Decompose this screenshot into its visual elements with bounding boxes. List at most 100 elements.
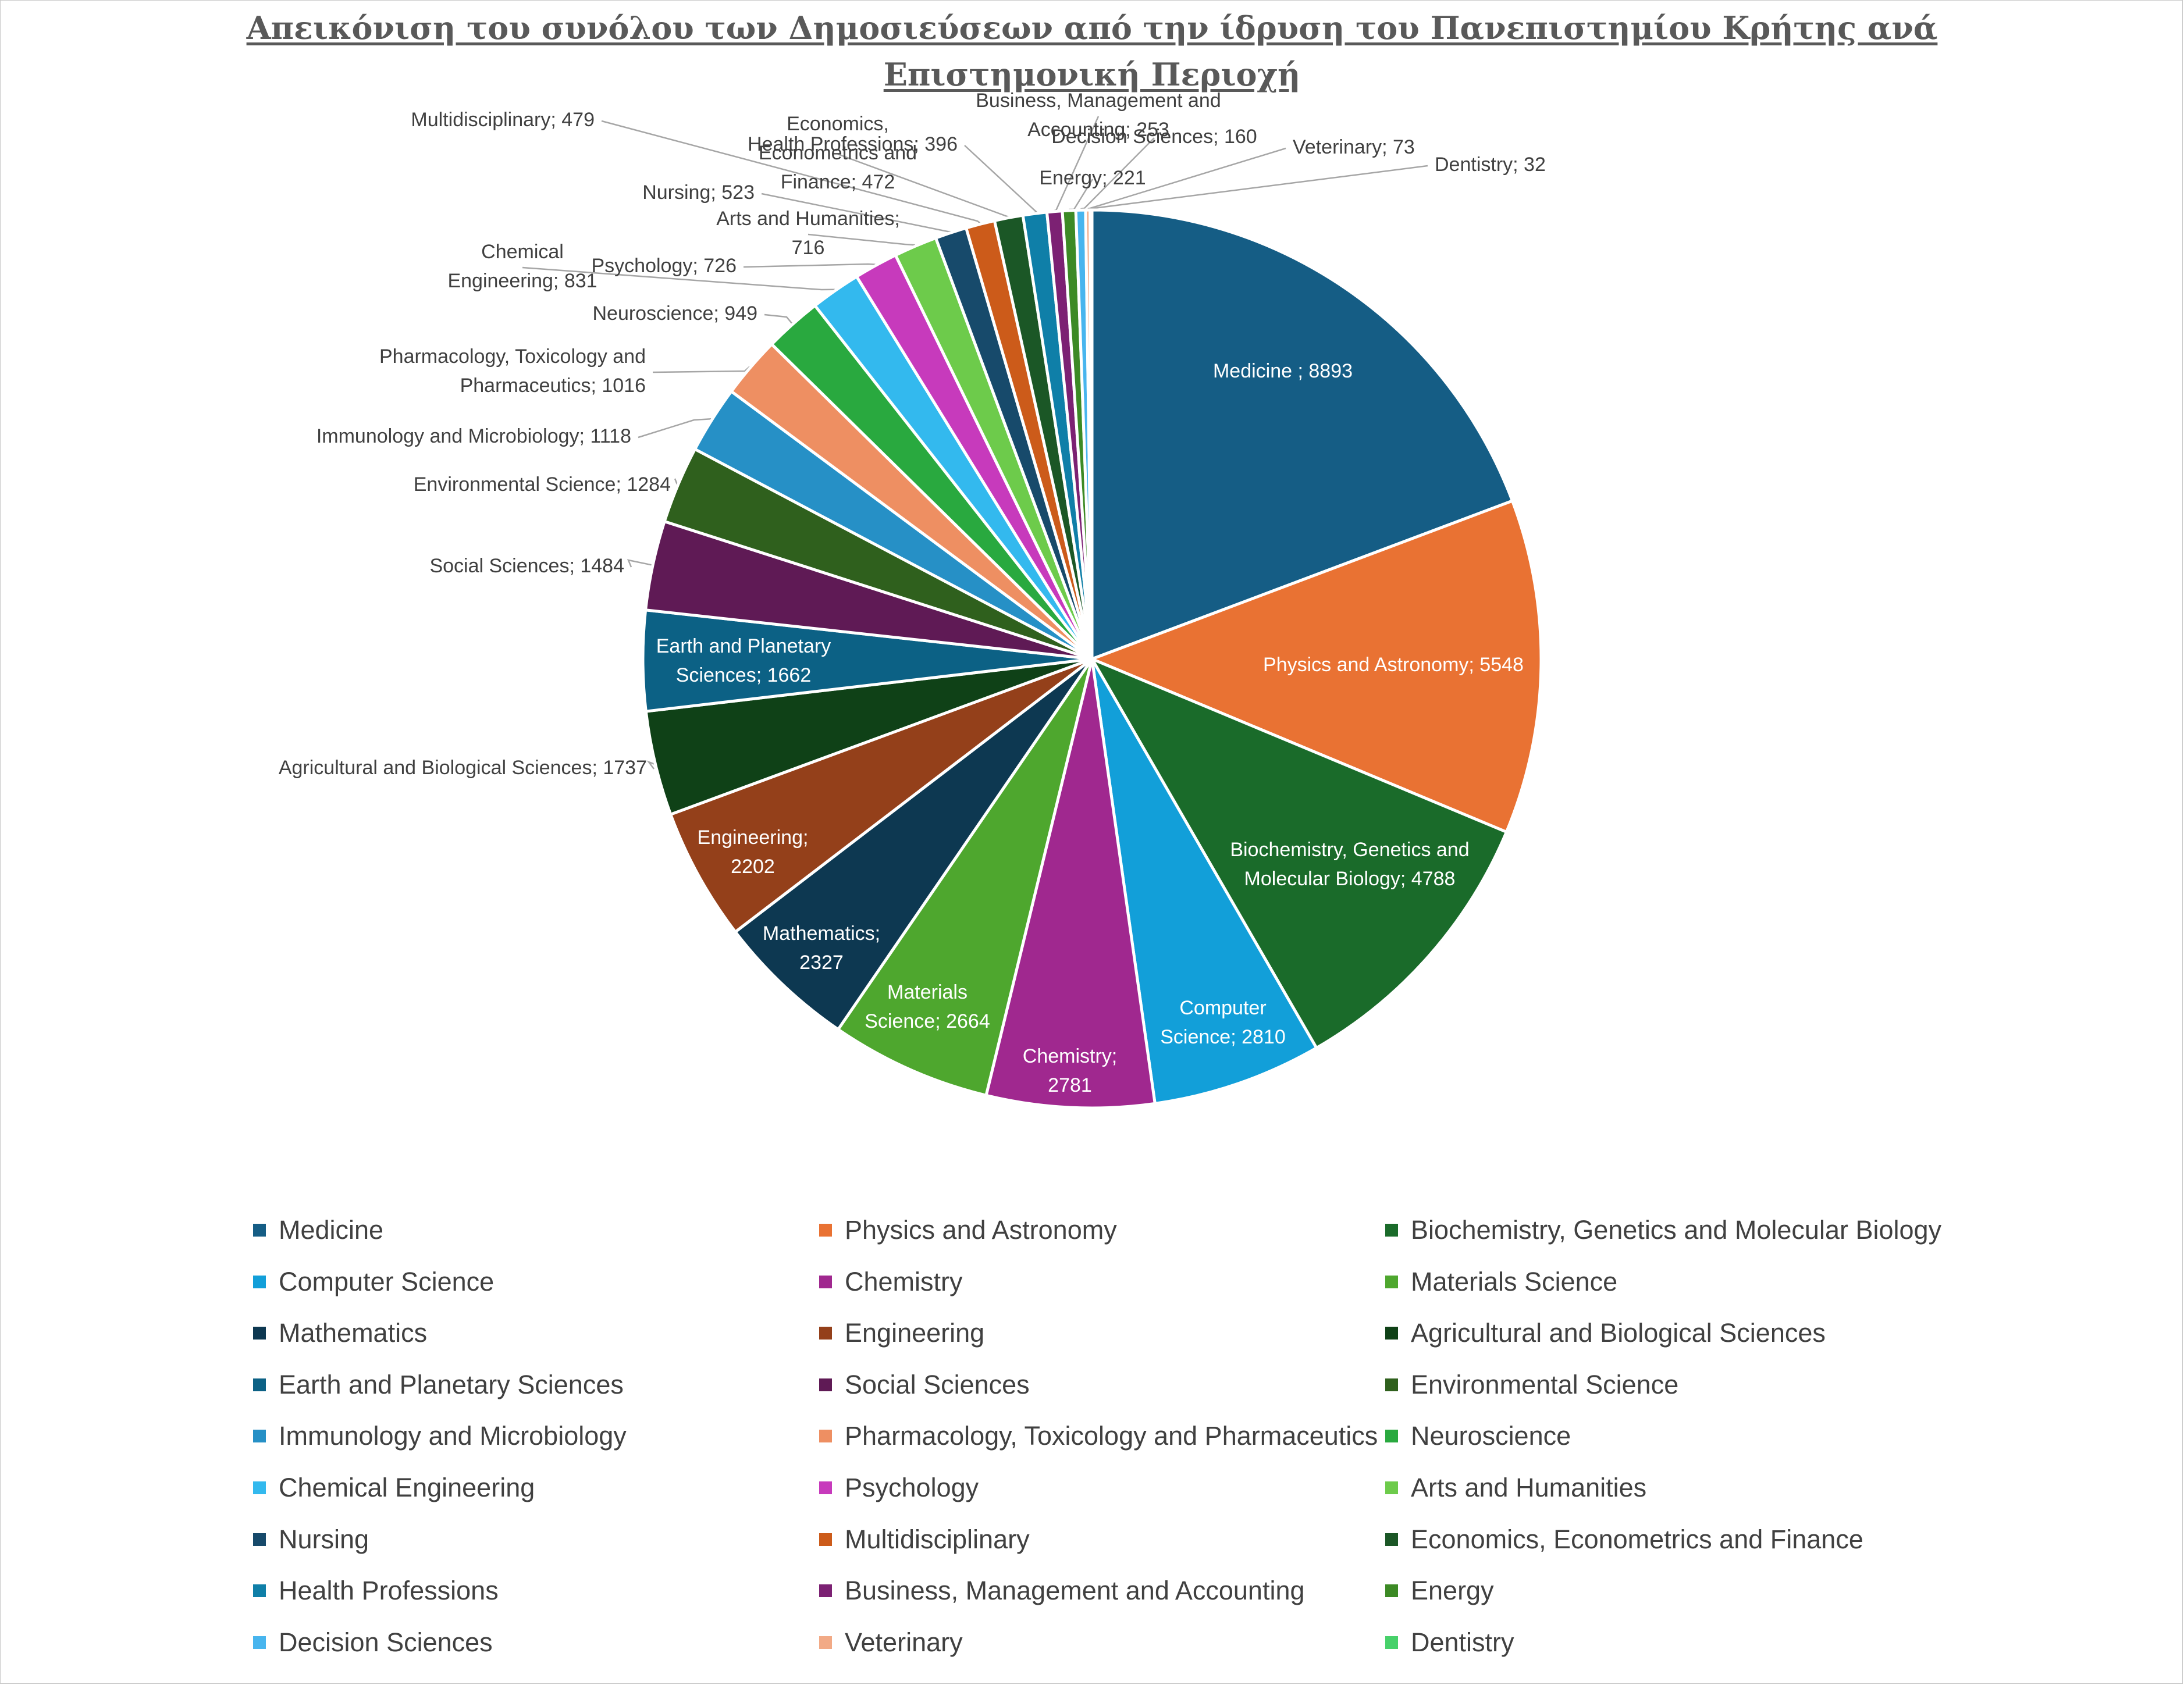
legend-label: Earth and Planetary Sciences xyxy=(279,1369,624,1399)
legend-swatch xyxy=(253,1275,266,1288)
legend-item-neuroscience[interactable]: Neuroscience xyxy=(1385,1419,1571,1454)
legend-swatch xyxy=(253,1430,266,1443)
legend-label: Mathematics xyxy=(279,1318,428,1348)
data-label-medicine: Medicine ; 8893 xyxy=(1213,360,1353,382)
legend-label: Decision Sciences xyxy=(279,1627,493,1657)
legend-swatch xyxy=(819,1533,832,1546)
legend-swatch xyxy=(1385,1533,1398,1546)
legend-label: Energy xyxy=(1411,1576,1494,1606)
legend-label: Chemical Engineering xyxy=(279,1473,535,1502)
data-label-pharmacology-toxicology-and-pharmaceutics: Pharmacology, Toxicology and Pharmaceutic… xyxy=(379,345,646,397)
legend-item-energy[interactable]: Energy xyxy=(1385,1573,1494,1608)
legend-item-medicine[interactable]: Medicine xyxy=(253,1213,383,1248)
legend-item-arts-and-humanities[interactable]: Arts and Humanities xyxy=(1385,1470,1646,1505)
legend-label: Social Sciences xyxy=(845,1369,1030,1399)
data-label-psychology: Psychology; 726 xyxy=(592,255,737,277)
legend-swatch xyxy=(819,1275,832,1288)
legend-item-biochemistry-genetics-and-molecular-biology[interactable]: Biochemistry, Genetics and Molecular Bio… xyxy=(1385,1213,1941,1248)
data-label-materials-science: Materials Science; 2664 xyxy=(865,981,990,1032)
leader-line-psychology xyxy=(743,263,876,268)
pie-chart: Medicine ; 8893 Physics and Astronomy; 55… xyxy=(278,89,1546,1110)
leader-line-multidisciplinary xyxy=(601,120,981,224)
legend-label: Health Professions xyxy=(279,1576,499,1606)
legend-item-decision-sciences[interactable]: Decision Sciences xyxy=(253,1625,493,1660)
data-label-mathematics: Mathematics; 2327 xyxy=(763,922,880,974)
legend-label: Agricultural and Biological Sciences xyxy=(1411,1318,1826,1348)
data-label-engineering: Engineering; 2202 xyxy=(698,827,809,878)
legend-label: Engineering xyxy=(845,1318,985,1348)
legend-label: Chemistry xyxy=(845,1266,963,1296)
legend-swatch xyxy=(819,1584,832,1598)
legend-item-earth-and-planetary-sciences[interactable]: Earth and Planetary Sciences xyxy=(253,1367,624,1402)
pie-slice-mathematics[interactable] xyxy=(734,657,1094,1031)
data-labels: Medicine ; 8893 Physics and Astronomy; 55… xyxy=(279,90,1546,1096)
leader-lines xyxy=(522,116,1428,770)
data-label-nursing: Nursing; 523 xyxy=(642,181,755,204)
legend-item-business-management-and-accounting[interactable]: Business, Management and Accounting xyxy=(819,1573,1305,1608)
legend-item-multidisciplinary[interactable]: Multidisciplinary xyxy=(819,1522,1030,1557)
pie-slice-physics-and-astronomy[interactable] xyxy=(1090,499,1543,833)
legend-swatch xyxy=(1385,1481,1398,1494)
legend-label: Immunology and Microbiology xyxy=(279,1421,627,1451)
leader-line-social-sciences xyxy=(627,559,652,568)
legend-item-engineering[interactable]: Engineering xyxy=(819,1316,984,1351)
legend-swatch xyxy=(1385,1378,1398,1391)
legend-swatch xyxy=(1385,1430,1398,1443)
pie-slice-engineering[interactable] xyxy=(669,657,1094,934)
legend-item-chemistry[interactable]: Chemistry xyxy=(819,1264,963,1299)
legend-item-veterinary[interactable]: Veterinary xyxy=(819,1625,963,1660)
legend-item-economics-econometrics-and-finance[interactable]: Economics, Econometrics and Finance xyxy=(1385,1522,1863,1557)
data-label-health-professions: Health Professions; 396 xyxy=(748,133,958,155)
legend-swatch xyxy=(819,1327,832,1340)
leader-line-environmental-science xyxy=(674,478,679,486)
data-label-dentistry: Dentistry; 32 xyxy=(1435,154,1546,176)
legend-swatch xyxy=(253,1584,266,1598)
pie-slice-computer-science[interactable] xyxy=(1090,657,1318,1105)
legend-item-computer-science[interactable]: Computer Science xyxy=(253,1264,494,1299)
pie-slice-materials-science[interactable] xyxy=(837,657,1094,1097)
legend-item-immunology-and-microbiology[interactable]: Immunology and Microbiology xyxy=(253,1419,627,1454)
legend-label: Multidisciplinary xyxy=(845,1524,1030,1554)
legend-item-health-professions[interactable]: Health Professions xyxy=(253,1573,499,1608)
data-label-chemistry: Chemistry; 2781 xyxy=(1023,1045,1117,1096)
legend-item-nursing[interactable]: Nursing xyxy=(253,1522,369,1557)
chart-title-line-1: Απεικόνιση του συνόλου των Δημοσιεύσεων … xyxy=(246,9,1938,47)
legend-label: Psychology xyxy=(845,1473,979,1502)
pie-slice-medicine[interactable] xyxy=(1090,208,1514,661)
legend-item-dentistry[interactable]: Dentistry xyxy=(1385,1625,1514,1660)
legend-label: Nursing xyxy=(279,1524,369,1554)
legend-label: Economics, Econometrics and Finance xyxy=(1411,1524,1863,1554)
legend-swatch xyxy=(819,1430,832,1443)
data-label-arts-and-humanities: Arts and Humanities; 716 xyxy=(716,208,900,259)
pie-slice-biochemistry-genetics-and-molecular-biology[interactable] xyxy=(1090,657,1508,1050)
legend-label: Physics and Astronomy xyxy=(845,1215,1117,1245)
data-label-veterinary: Veterinary; 73 xyxy=(1293,136,1415,158)
leader-line-arts-and-humanities xyxy=(808,233,915,246)
data-label-agricultural-and-biological-sciences: Agricultural and Biological Sciences; 17… xyxy=(279,757,647,779)
data-label-computer-science: Computer Science; 2810 xyxy=(1160,997,1286,1048)
legend-item-physics-and-astronomy[interactable]: Physics and Astronomy xyxy=(819,1213,1117,1248)
legend-item-environmental-science[interactable]: Environmental Science xyxy=(1385,1367,1678,1402)
legend-label: Arts and Humanities xyxy=(1411,1473,1647,1502)
chart-title: Απεικόνιση του συνόλου των Δημοσιεύσεων … xyxy=(0,5,2184,98)
legend-swatch xyxy=(253,1224,266,1237)
legend-item-social-sciences[interactable]: Social Sciences xyxy=(819,1367,1030,1402)
leader-line-health-professions xyxy=(964,145,1038,213)
leader-line-agricultural-and-biological-sciences xyxy=(646,760,655,770)
pie-slice-chemistry[interactable] xyxy=(984,657,1157,1110)
legend-swatch xyxy=(1385,1224,1398,1237)
data-label-social-sciences: Social Sciences; 1484 xyxy=(429,555,624,577)
legend-swatch xyxy=(253,1378,266,1391)
legend-item-psychology[interactable]: Psychology xyxy=(819,1470,979,1505)
legend-item-agricultural-and-biological-sciences[interactable]: Agricultural and Biological Sciences xyxy=(1385,1316,1826,1351)
data-label-earth-and-planetary-sciences: Earth and Planetary Sciences; 1662 xyxy=(656,635,831,686)
data-label-economics-econometrics-and-finance: Economics, Econometrics and Finance; 472 xyxy=(759,113,917,193)
legend-item-chemical-engineering[interactable]: Chemical Engineering xyxy=(253,1470,535,1505)
pie-slice-dentistry[interactable] xyxy=(1089,208,1094,661)
legend-item-pharmacology-toxicology-and-pharmaceutics[interactable]: Pharmacology, Toxicology and Pharmaceuti… xyxy=(819,1419,1378,1454)
legend-item-mathematics[interactable]: Mathematics xyxy=(253,1316,427,1351)
data-label-biochemistry-genetics-and-molecular-biology: Biochemistry, Genetics and Molecular Biol… xyxy=(1230,839,1469,890)
legend-label: Biochemistry, Genetics and Molecular Bio… xyxy=(1411,1215,1942,1245)
legend-item-materials-science[interactable]: Materials Science xyxy=(1385,1264,1617,1299)
